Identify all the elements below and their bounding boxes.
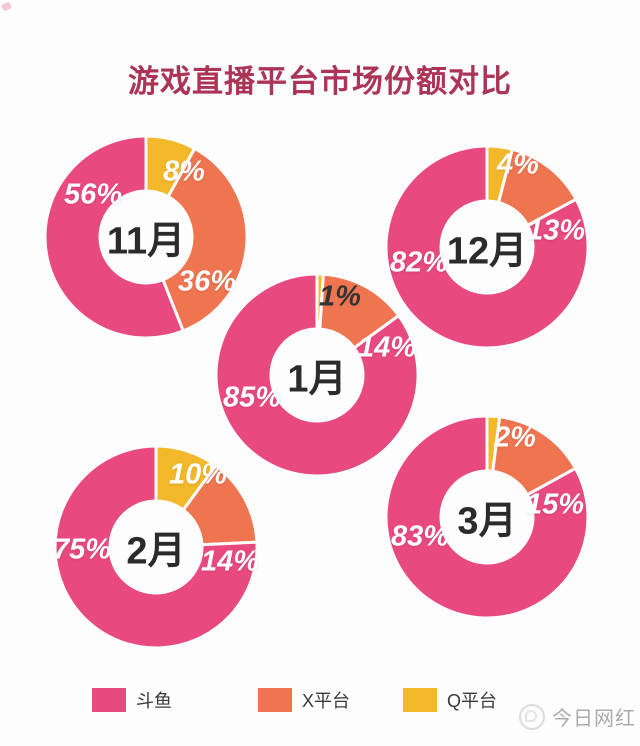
slice-斗鱼 (384, 414, 590, 620)
month-label: 3月 (457, 500, 517, 543)
pct-label-q: 4% (497, 148, 539, 181)
pct-label-x: 14% (357, 331, 417, 364)
page-title: 游戏直播平台市场份额对比 (128, 64, 512, 99)
legend-label-q: Q平台 (447, 691, 498, 711)
donut-chart-mar: 3月 83% 2% 15% (382, 412, 592, 622)
legend-item-x: X平台 (258, 687, 350, 713)
brand-logo-icon (519, 703, 545, 730)
legend-swatch-q (403, 688, 437, 712)
legend-swatch-x (258, 688, 292, 712)
pct-label-douyu: 83% (390, 520, 450, 553)
donut-ring (214, 272, 420, 478)
legend-swatch-douyu (92, 688, 126, 712)
donut-ring (384, 144, 590, 350)
slice-斗鱼 (384, 144, 590, 350)
watermark: 今日网红 (519, 702, 636, 731)
slice-斗鱼 (43, 134, 185, 340)
donut-ring (43, 134, 249, 340)
donut-chart-nov: 11月 56% 8% 36% (41, 132, 251, 342)
month-label: 12月 (446, 230, 528, 273)
slice-X平台 (161, 146, 249, 333)
pct-label-douyu: 85% (222, 381, 282, 414)
month-label: 1月 (287, 358, 347, 401)
pct-label-x: 14% (200, 545, 260, 578)
brand-name: 今日网红 (552, 708, 636, 730)
pct-label-x: 13% (526, 214, 586, 247)
pct-label-douyu: 75% (52, 533, 112, 566)
month-label: 2月 (126, 530, 186, 573)
donut-ring (53, 444, 259, 650)
corner-stray-mark (0, 1, 13, 12)
slice-斗鱼 (53, 444, 259, 650)
pct-label-q: 2% (494, 421, 536, 454)
pct-label-x: 36% (177, 265, 237, 298)
donut-chart-jan: 1月 85% 1% 14% (212, 270, 422, 480)
pct-label-q: 10% (168, 458, 228, 491)
month-label: 11月 (106, 220, 186, 263)
donut-chart-dec: 12月 82% 4% 13% (382, 142, 592, 352)
donut-chart-feb: 2月 75% 10% 14% (51, 442, 261, 652)
slice-斗鱼 (214, 272, 420, 478)
legend-label-x: X平台 (302, 691, 351, 711)
legend-item-q: Q平台 (403, 687, 497, 713)
pct-label-douyu: 56% (63, 178, 123, 211)
pct-label-q: 8% (163, 155, 205, 188)
pct-label-douyu: 82% (389, 246, 449, 279)
pct-label-x: 15% (525, 488, 585, 521)
legend-item-douyu: 斗鱼 (92, 687, 172, 713)
donut-ring (384, 414, 590, 620)
legend-label-douyu: 斗鱼 (136, 691, 172, 711)
pct-label-q: 1% (319, 280, 361, 313)
